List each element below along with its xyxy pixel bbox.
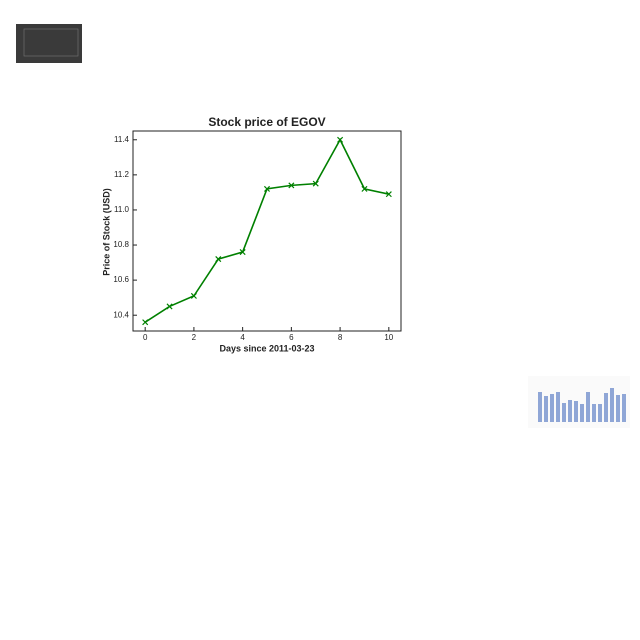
thumbnail-dark[interactable]: [16, 24, 82, 63]
thumbnail-bars-group: [538, 388, 626, 422]
marker: [385, 191, 392, 198]
x-tick-label: 0: [143, 333, 148, 342]
marker: [190, 292, 197, 299]
y-axis-label: Price of Stock (USD): [101, 188, 111, 276]
marker: [142, 319, 149, 326]
marker: [337, 136, 344, 143]
y-tick-label: 11.0: [114, 205, 130, 214]
thumbnail-bars[interactable]: [528, 376, 630, 428]
y-tick-label: 10.4: [113, 310, 129, 319]
x-tick-label: 8: [338, 333, 343, 342]
x-tick-label: 6: [289, 333, 294, 342]
marker: [215, 256, 222, 263]
line: [144, 138, 389, 323]
y-tick-label: 10.8: [113, 240, 129, 249]
marker: [288, 182, 295, 189]
marker: [239, 249, 246, 256]
marker: [263, 185, 271, 192]
marker: [312, 180, 319, 187]
plot-frame: [132, 130, 402, 332]
y-tick-label: 11.4: [114, 135, 130, 144]
chart-title: Stock price of EGOV: [208, 115, 325, 129]
x-tick-label: 4: [240, 333, 245, 342]
thumbnail-frame: [528, 376, 630, 428]
thumbnail-frame: [16, 24, 82, 63]
marker: [166, 303, 173, 310]
marker: [361, 185, 368, 192]
x-axis-label: Days since 2011-03-23: [219, 343, 314, 353]
y-tick-label: 10.6: [113, 275, 129, 284]
x-tick-label: 2: [192, 333, 197, 342]
thumbnail-plot: [23, 28, 79, 57]
x-tick-label: 10: [384, 333, 393, 342]
y-tick-label: 11.2: [114, 170, 130, 179]
